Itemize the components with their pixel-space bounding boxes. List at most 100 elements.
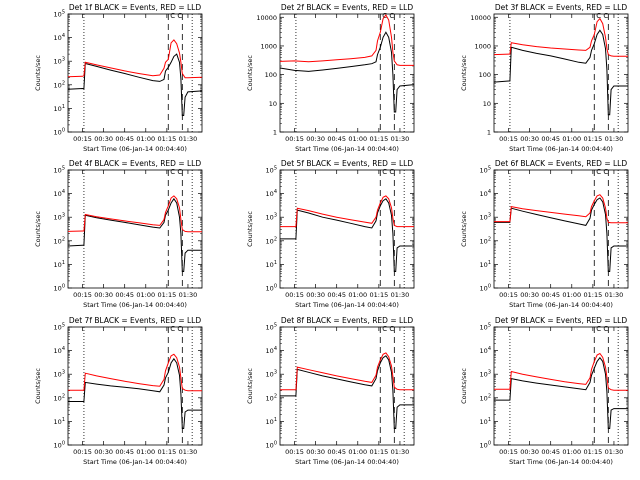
x-tick-label: 00:15 bbox=[73, 135, 92, 143]
chart-panel-1: Det 1f BLACK = Events, RED = LLD Counts/s… bbox=[34, 3, 203, 153]
y-tick-label: 101 bbox=[54, 260, 65, 269]
y-tick-label: 100 bbox=[480, 441, 491, 450]
x-tick-label: 01:00 bbox=[562, 135, 581, 143]
y-tick-label: 101 bbox=[480, 417, 491, 426]
x-tick-label: 01:00 bbox=[136, 135, 155, 143]
x-tick-label: 00:30 bbox=[520, 448, 539, 456]
x-tick-label: 01:30 bbox=[391, 448, 410, 456]
y-axis-label: Counts/sec bbox=[460, 211, 468, 247]
x-tick-label: 01:30 bbox=[179, 135, 198, 143]
y-tick-label: 1 bbox=[273, 129, 277, 137]
chart-title: Det 6f BLACK = Events, RED = LLD bbox=[495, 159, 628, 168]
series-line-events bbox=[67, 197, 202, 272]
chart-panel-3: Det 3f BLACK = Events, RED = LLD Counts/s… bbox=[460, 3, 629, 153]
x-axis-label: Start Time (06-Jan-14 00:04:40) bbox=[83, 301, 187, 309]
y-tick-label: 105 bbox=[480, 323, 491, 332]
series-line-events bbox=[67, 53, 203, 116]
y-tick-label: 10 bbox=[483, 100, 491, 108]
y-tick-label: 101 bbox=[54, 104, 65, 113]
y-tick-label: 10000 bbox=[470, 14, 491, 22]
plot-frame bbox=[279, 326, 415, 446]
x-tick-label: 01:30 bbox=[605, 448, 624, 456]
x-tick-label: 00:15 bbox=[285, 135, 304, 143]
y-tick-label: 100 bbox=[54, 128, 65, 137]
y-tick-label: 101 bbox=[266, 260, 277, 269]
chart-panel-7: Det 7f BLACK = Events, RED = LLD Counts/s… bbox=[34, 316, 203, 466]
x-tick-label: 00:30 bbox=[520, 135, 539, 143]
y-axis-label: Counts/sec bbox=[246, 55, 254, 91]
y-tick-label: 102 bbox=[54, 80, 65, 89]
y-tick-label: 103 bbox=[266, 213, 277, 222]
y-tick-label: 105 bbox=[54, 166, 65, 175]
y-tick-label: 104 bbox=[54, 346, 65, 355]
marker-annotation: C C bbox=[170, 12, 182, 20]
y-tick-label: 104 bbox=[54, 189, 65, 198]
series-line-lld bbox=[493, 17, 628, 57]
x-tick-label: 00:30 bbox=[94, 291, 113, 299]
marker-annotation: C C bbox=[170, 168, 182, 176]
y-tick-label: 100 bbox=[480, 284, 491, 293]
x-axis-label: Start Time (06-Jan-14 00:04:40) bbox=[295, 458, 399, 466]
chart-title: Det 3f BLACK = Events, RED = LLD bbox=[495, 3, 628, 12]
plot-frame bbox=[279, 169, 415, 289]
x-tick-label: 00:45 bbox=[115, 448, 134, 456]
plot-frame bbox=[67, 326, 203, 446]
chart-title: Det 1f BLACK = Events, RED = LLD bbox=[69, 3, 202, 12]
y-tick-label: 105 bbox=[54, 323, 65, 332]
chart-panel-9: Det 9f BLACK = Events, RED = LLD Counts/s… bbox=[460, 316, 629, 466]
x-tick-label: 00:45 bbox=[327, 135, 346, 143]
chart-title: Det 9f BLACK = Events, RED = LLD bbox=[495, 316, 628, 325]
x-tick-label: 00:30 bbox=[94, 448, 113, 456]
plot-frame bbox=[493, 326, 629, 446]
x-tick-label: 00:15 bbox=[285, 448, 304, 456]
series-line-lld bbox=[68, 353, 202, 392]
y-tick-label: 10000 bbox=[256, 14, 277, 22]
x-tick-label: 01:15 bbox=[157, 291, 176, 299]
series-line-events bbox=[68, 357, 202, 429]
chart-title: Det 5f BLACK = Events, RED = LLD bbox=[281, 159, 414, 168]
x-axis-label: Start Time (06-Jan-14 00:04:40) bbox=[295, 301, 399, 309]
y-tick-label: 103 bbox=[480, 370, 491, 379]
marker-annotation: C C bbox=[382, 325, 394, 333]
x-tick-label: 01:30 bbox=[179, 291, 198, 299]
y-tick-label: 101 bbox=[480, 260, 491, 269]
chart-panel-6: Det 6f BLACK = Events, RED = LLD Counts/s… bbox=[460, 159, 629, 309]
chart-panel-8: Det 8f BLACK = Events, RED = LLD Counts/s… bbox=[246, 316, 415, 466]
x-tick-label: 00:45 bbox=[115, 135, 134, 143]
x-tick-label: 01:30 bbox=[605, 291, 624, 299]
y-tick-label: 104 bbox=[54, 33, 65, 42]
x-tick-label: 00:30 bbox=[306, 135, 325, 143]
y-tick-label: 1 bbox=[487, 129, 491, 137]
x-tick-label: 00:30 bbox=[306, 448, 325, 456]
y-tick-label: 105 bbox=[480, 166, 491, 175]
plot-frame bbox=[493, 169, 629, 289]
series-line-lld bbox=[494, 194, 628, 224]
series-line-events bbox=[280, 198, 414, 272]
marker-annotation: C C bbox=[382, 168, 394, 176]
y-tick-label: 103 bbox=[54, 370, 65, 379]
x-tick-label: 01:00 bbox=[136, 448, 155, 456]
y-axis-label: Counts/sec bbox=[246, 368, 254, 404]
y-tick-label: 105 bbox=[54, 10, 65, 19]
x-tick-label: 01:00 bbox=[562, 291, 581, 299]
chart-title: Det 4f BLACK = Events, RED = LLD bbox=[69, 159, 202, 168]
y-tick-label: 100 bbox=[54, 284, 65, 293]
plot-frame bbox=[67, 13, 203, 133]
y-tick-label: 104 bbox=[266, 346, 277, 355]
y-axis-label: Counts/sec bbox=[246, 211, 254, 247]
chart-title: Det 8f BLACK = Events, RED = LLD bbox=[281, 316, 414, 325]
x-axis-label: Start Time (06-Jan-14 00:04:40) bbox=[83, 458, 187, 466]
y-tick-label: 1000 bbox=[474, 42, 491, 50]
y-tick-label: 103 bbox=[266, 370, 277, 379]
y-axis-label: Counts/sec bbox=[460, 368, 468, 404]
y-tick-label: 100 bbox=[479, 71, 491, 79]
y-tick-label: 102 bbox=[266, 236, 277, 245]
y-tick-label: 105 bbox=[266, 166, 277, 175]
y-tick-label: 102 bbox=[54, 393, 65, 402]
x-tick-label: 00:15 bbox=[499, 135, 518, 143]
y-tick-label: 100 bbox=[54, 441, 65, 450]
x-tick-label: 00:15 bbox=[73, 291, 92, 299]
panel-grid: Det 1f BLACK = Events, RED = LLD Counts/s… bbox=[34, 3, 629, 466]
chart-panel-4: Det 4f BLACK = Events, RED = LLD Counts/s… bbox=[34, 159, 203, 309]
